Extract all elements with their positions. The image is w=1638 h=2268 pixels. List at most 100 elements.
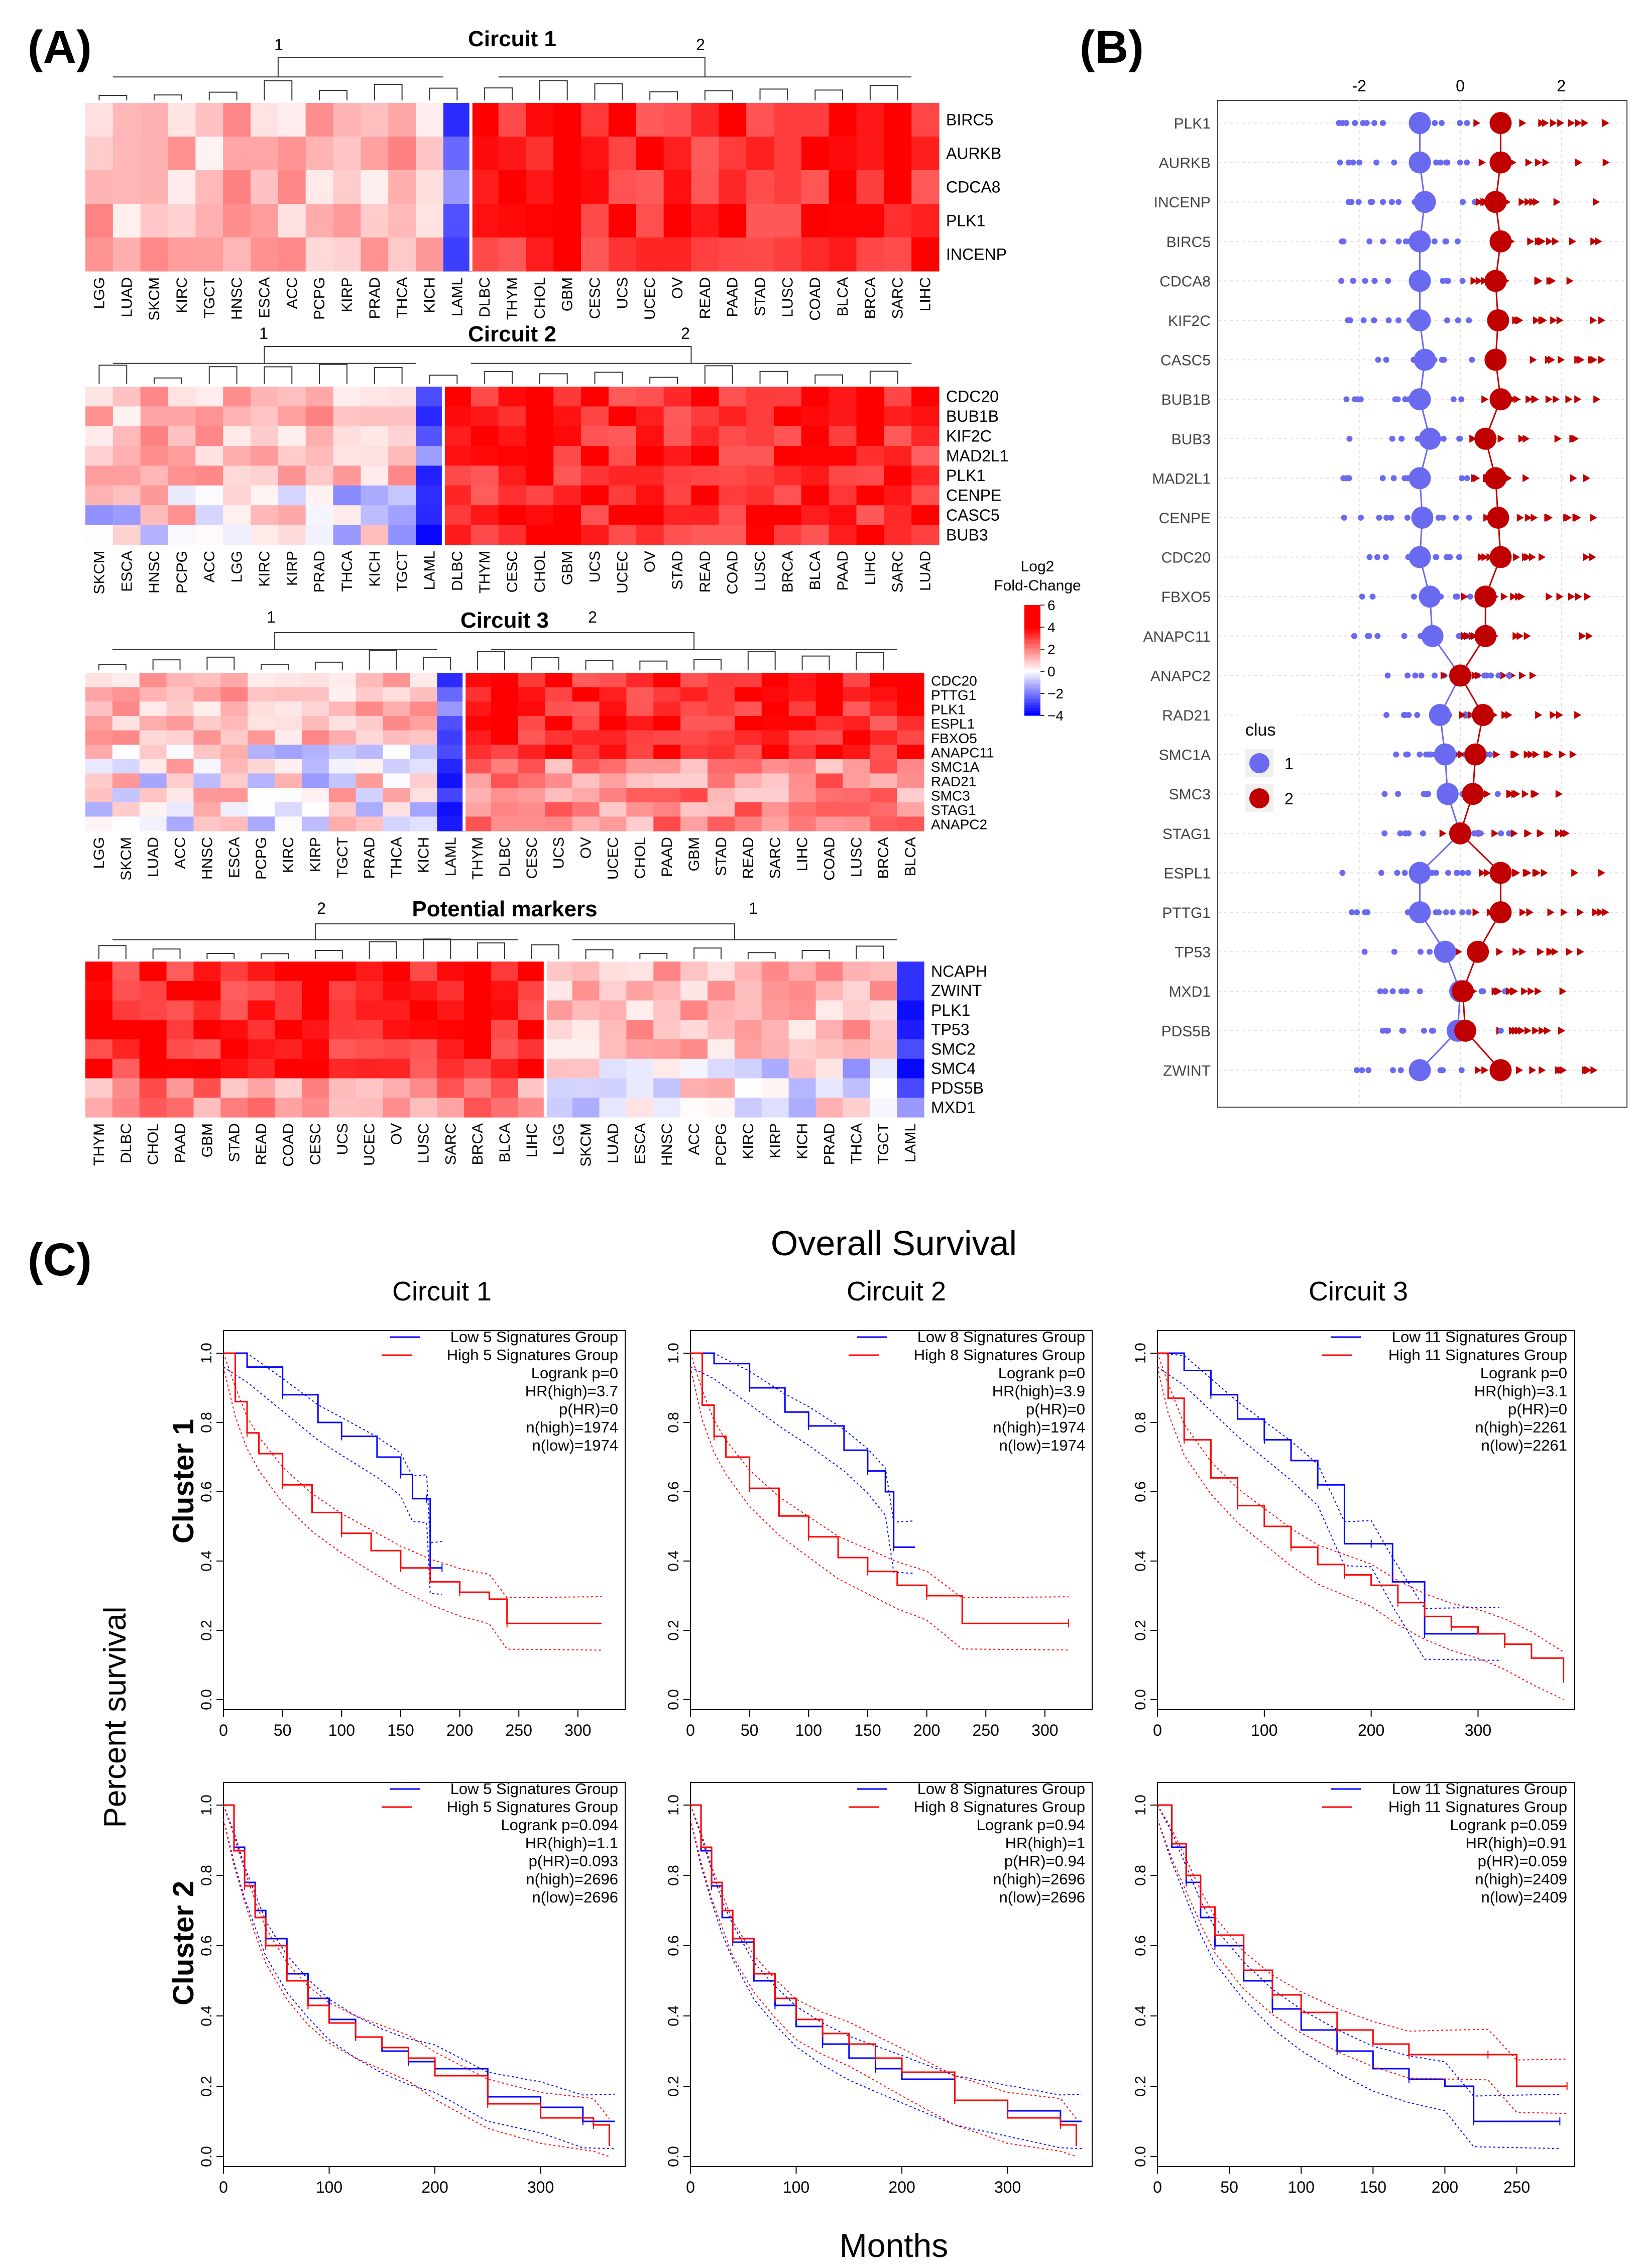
heatmap-cell [193,701,221,717]
heatmap-cell [333,406,361,427]
heatmap-cell [220,788,248,803]
cluster1-point [1464,159,1470,166]
cluster1-point [1395,791,1401,797]
heatmap-cell [112,237,141,272]
heatmap-cell [545,715,573,731]
heatmap-cell [333,170,361,204]
cluster2-point [1553,395,1560,404]
cluster-group-label: 1 [267,608,276,626]
heatmap-cell [220,816,248,831]
heatmap-cell [545,1078,573,1098]
column-label: THYM [477,551,493,593]
heatmap-cell [491,981,519,1001]
km-y-tick-label: 0.2 [198,1620,215,1641]
heatmap-cell [193,730,221,745]
heatmap-cell [884,465,912,486]
column-label: LUAD [917,551,934,591]
column-label: HNSC [199,837,215,880]
heatmap-cell [416,525,444,545]
heatmap-cell [223,406,251,427]
heatmap-cell [471,505,499,526]
cluster2-point [1529,198,1537,206]
column-label: UCS [551,837,567,869]
km-x-tick-label: 100 [1288,2178,1315,2196]
heatmap-cell [599,745,627,760]
cluster2-point [1574,395,1582,404]
heatmap-cell [166,745,194,760]
column-label: BLCA [902,837,919,876]
column-label: CHOL [532,551,548,592]
heatmap-cell [301,816,329,831]
heatmap-cell [193,981,221,1001]
heatmap-cell [680,687,708,702]
km-x-tick-label: 100 [795,1721,822,1739]
heatmap-cell [680,1078,708,1098]
heatmap-cell [663,446,692,466]
column-label: PRAD [821,1123,838,1165]
heatmap-cell [328,730,357,745]
dendrogram-link [98,664,127,670]
km-y-tick-label: 0.4 [665,2005,682,2026]
column-label: LAML [902,1123,919,1162]
km-stat-label: n(low)=2696 [999,1888,1085,1906]
cluster1-point [1441,356,1447,363]
column-label: STAD [752,277,769,316]
cluster1-point [1488,672,1494,679]
heatmap-cell [168,237,196,272]
cluster2-point [1533,316,1541,324]
dendrogram-link [319,364,347,384]
km-high-curve [223,1352,602,1624]
cluster1-point [1443,909,1449,915]
heatmap-cell [471,446,499,466]
km-stat-label: n(high)=2696 [526,1870,618,1888]
heatmap-cell [599,1000,627,1020]
heatmap-cell [663,465,692,486]
km-y-tick-label: 0.2 [665,2076,682,2097]
heatmap-cell [85,204,113,238]
heatmap-cell [719,525,747,545]
cluster1-point [1412,672,1419,679]
cluster2-point [1473,119,1481,127]
survival-title: Overall Survival [771,1224,1017,1263]
heatmap-cell [491,1078,519,1098]
heatmap-cell [719,387,747,407]
km-legend-label: Low 11 Signatures Group [1392,1328,1567,1346]
heatmap-cell [599,759,627,774]
cluster1-point [1382,554,1389,560]
cluster2-point [1557,119,1565,127]
heatmap-cell [788,962,816,982]
heatmap-cell [85,485,113,506]
heatmap-cell [553,237,581,272]
column-label: STAD [713,837,730,876]
km-y-tick-label: 1.0 [665,1795,682,1816]
heatmap-cell [328,962,357,982]
heatmap-cell [305,237,334,272]
heatmap-cell [195,525,223,545]
column-label: CHOL [632,837,648,879]
heatmap-cell [491,1098,519,1118]
heatmap-cell [526,204,554,238]
heatmap-cell [278,137,306,171]
colorbar-step [1024,708,1040,711]
heatmap-cell [410,673,437,688]
heatmap-cell [471,485,499,506]
dendrogram-link [261,953,289,959]
km-x-tick-label: 50 [274,1721,292,1739]
heatmap-cell [301,1058,329,1079]
heatmap-cell [897,745,924,760]
dendrogram-link [801,655,830,670]
cluster1-point [1433,870,1439,876]
heatmap-cell [897,687,924,702]
km-frame [1157,1782,1575,2167]
heatmap-cell [518,962,546,982]
row-label: SMC2 [931,1040,976,1058]
heatmap-cell [680,773,708,788]
cluster1-point [1440,435,1447,442]
km-x-tick-label: 150 [1360,2178,1386,2196]
heatmap-cell [518,816,546,831]
heatmap-cell [761,715,789,731]
heatmap-cell [773,204,802,238]
column-label: KICH [415,837,432,873]
